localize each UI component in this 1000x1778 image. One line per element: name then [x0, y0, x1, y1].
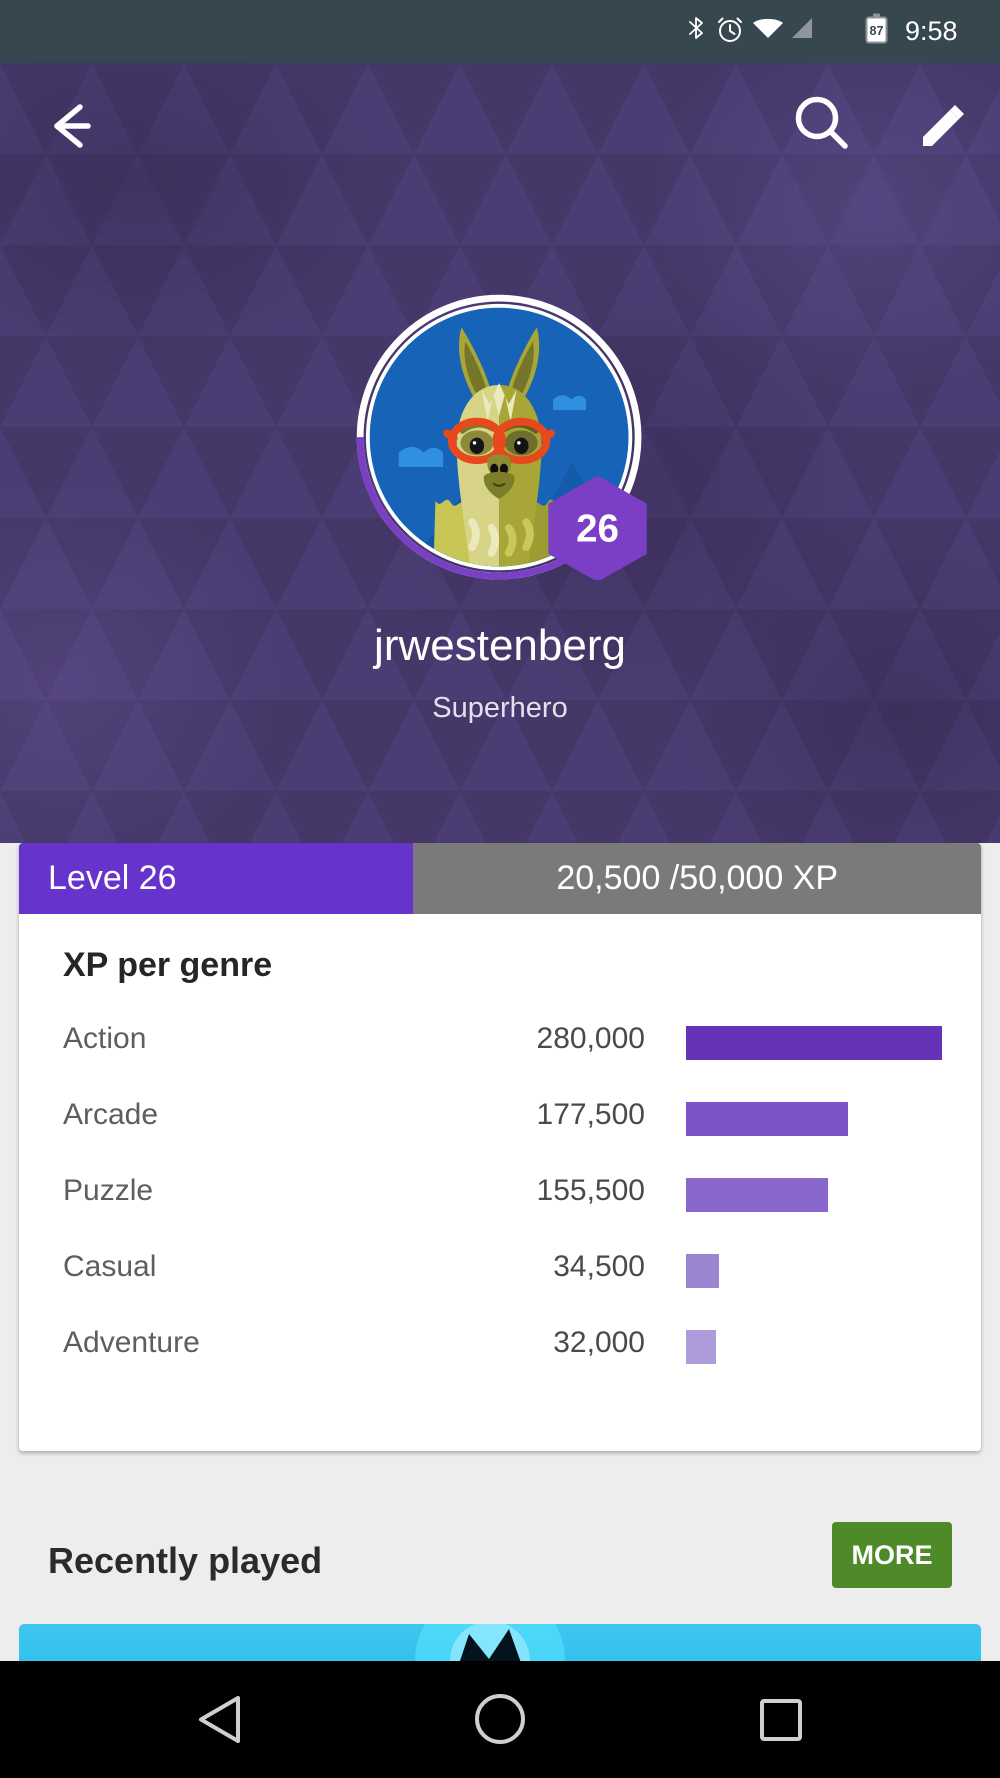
svg-text:9:58: 9:58 — [905, 16, 958, 46]
svg-text:87: 87 — [870, 24, 884, 38]
svg-text:26: 26 — [576, 507, 619, 550]
